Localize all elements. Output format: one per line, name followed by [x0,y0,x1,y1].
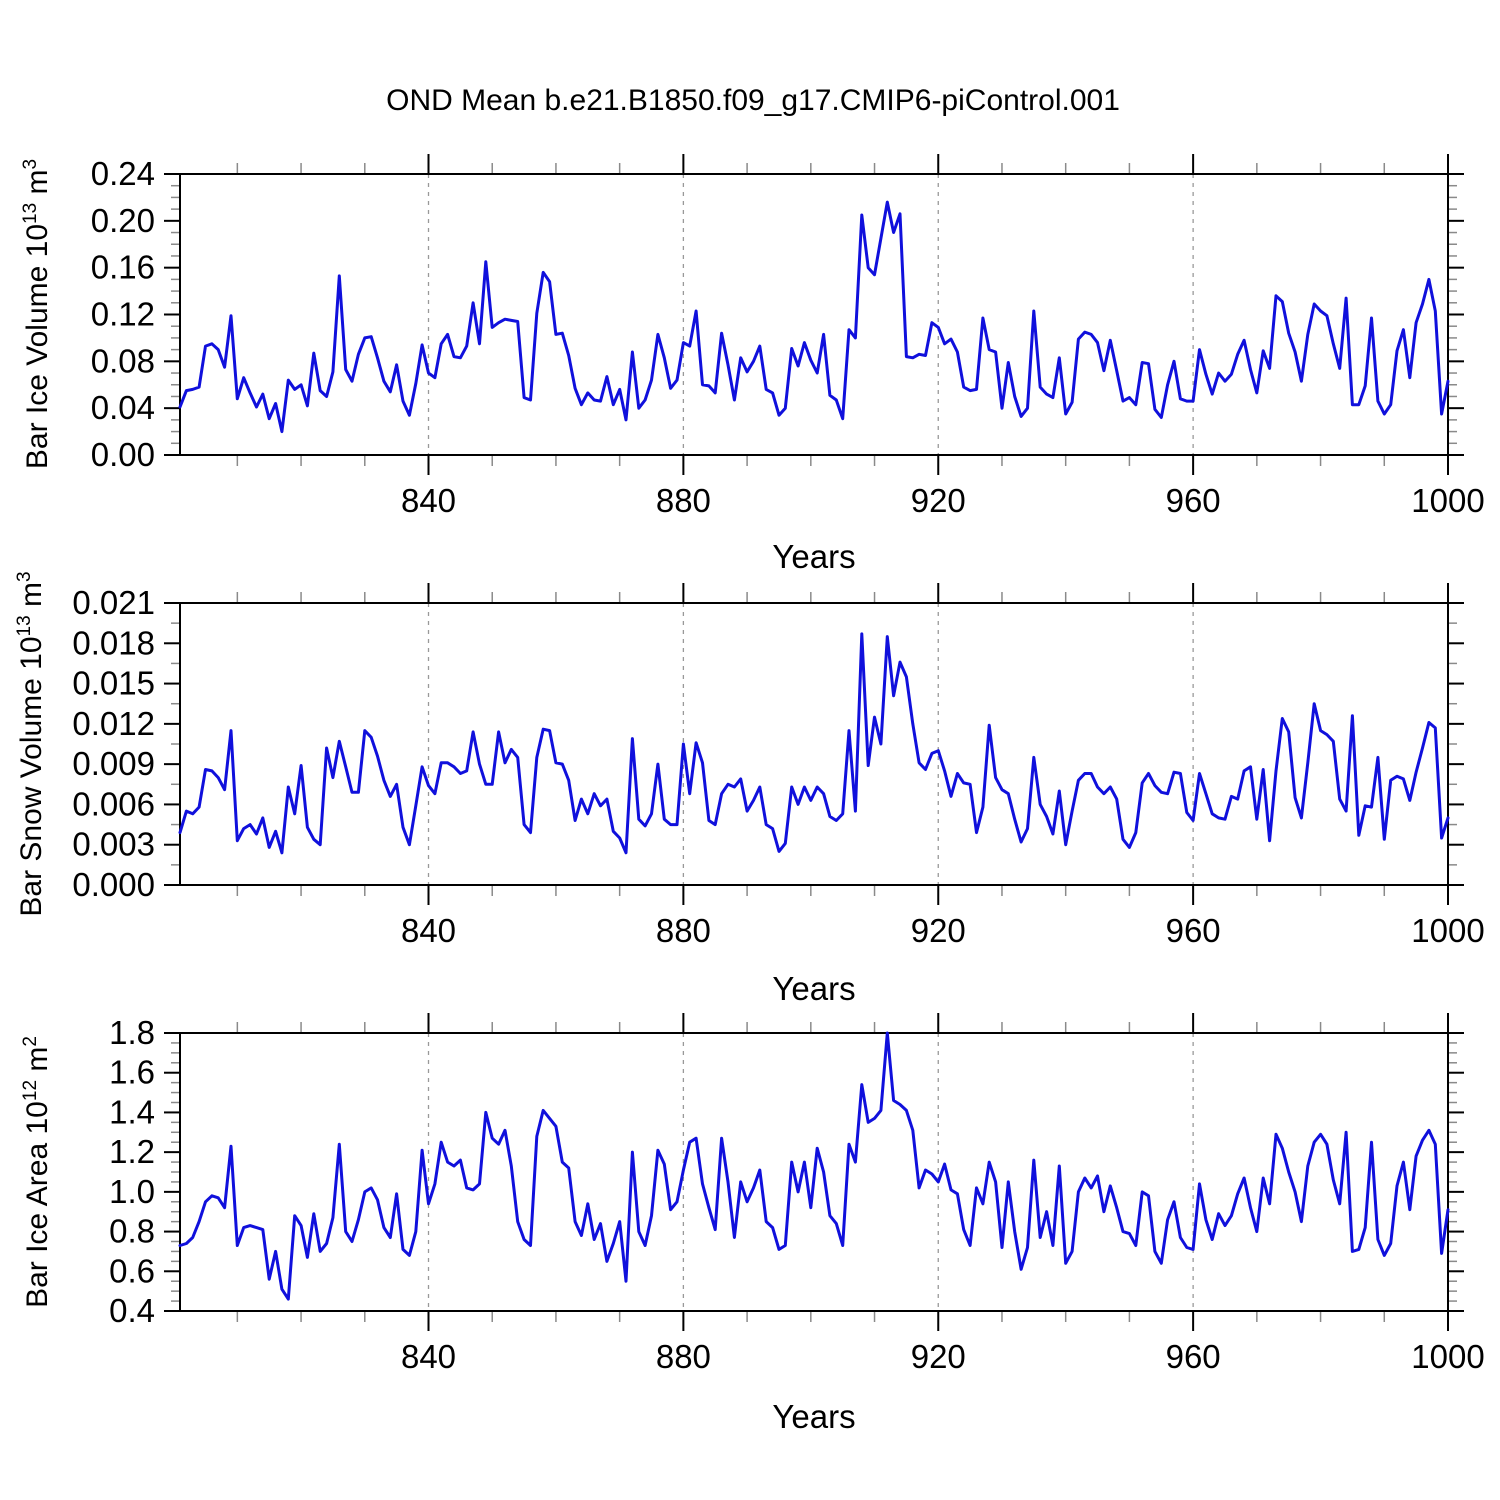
y-tick-label: 0.12 [91,296,155,333]
y-axis-title-units: m [15,581,48,616]
y-tick-label: 0.8 [109,1213,155,1250]
x-tick-label: 880 [656,1338,711,1375]
x-tick-label: 880 [656,912,711,949]
y-tick-label: 0.08 [91,342,155,379]
x-tick-label: 1000 [1411,912,1484,949]
x-tick-label: 840 [401,1338,456,1375]
y-axis-title-ice-volume: Bar Ice Volume 1013 m3 [20,158,55,470]
x-tick-label: 840 [401,482,456,519]
plot-frame-ice-area [179,1032,1449,1312]
x-tick-label: 960 [1166,482,1221,519]
y-tick-label: 0.012 [72,705,155,742]
y-tick-label: 0.6 [109,1252,155,1289]
y-axis-title-units-exponent: 3 [14,571,35,582]
x-axis-title-panel2: Years [772,970,856,1007]
y-axis-title-units-exponent: 2 [20,1036,41,1047]
x-tick-label: 920 [911,482,966,519]
y-axis-title-exponent: 13 [20,202,41,224]
y-tick-label: 0.015 [72,665,155,702]
y-tick-label: 1.6 [109,1054,155,1091]
x-tick-label: 920 [911,912,966,949]
x-tick-label: 960 [1166,1338,1221,1375]
x-tick-label: 960 [1166,912,1221,949]
y-tick-label: 0.006 [72,785,155,822]
y-tick-label: 1.8 [109,1014,155,1051]
y-tick-label: 0.000 [72,866,155,903]
y-tick-label: 0.24 [91,155,155,192]
y-tick-label: 0.009 [72,745,155,782]
y-axis-title-units-exponent: 3 [20,158,41,170]
y-axis-title-exponent: 12 [20,1079,41,1102]
y-tick-label: 0.003 [72,826,155,863]
y-axis-title-text: Bar Snow Volume 10 [15,636,48,917]
y-axis-title-units: m [21,1046,54,1080]
plot-frame-ice-volume [179,173,1449,456]
y-tick-label: 0.021 [72,584,155,621]
x-tick-label: 840 [401,912,456,949]
y-tick-label: 0.20 [91,202,155,239]
y-axis-title-ice-area: Bar Ice Area 1012 m2 [20,1036,55,1308]
y-tick-label: 0.04 [91,389,155,426]
y-axis-title-exponent: 13 [14,615,35,637]
y-tick-label: 1.2 [109,1133,155,1170]
series-line-ice-volume [178,200,1450,434]
x-tick-label: 880 [656,482,711,519]
y-tick-label: 1.4 [109,1093,155,1130]
y-axis-title-text: Bar Ice Volume 10 [21,223,54,470]
y-tick-label: 0.00 [91,436,155,473]
y-axis-title-text: Bar Ice Area 10 [21,1101,54,1308]
plot-frame-snow-volume [179,602,1449,886]
x-axis-title-panel1: Years [772,538,856,575]
series-line-snow-volume [178,632,1450,855]
y-tick-label: 0.018 [72,624,155,661]
y-axis-title-snow-volume: Bar Snow Volume 1013 m3 [14,571,49,917]
x-tick-label: 920 [911,1338,966,1375]
x-tick-label: 1000 [1411,1338,1484,1375]
y-tick-label: 0.16 [91,249,155,286]
y-axis-title-units: m [21,169,54,203]
chart-title: OND Mean b.e21.B1850.f09_g17.CMIP6-piCon… [386,84,1120,117]
y-tick-label: 1.0 [109,1173,155,1210]
x-tick-label: 1000 [1411,482,1484,519]
y-tick-label: 0.4 [109,1292,155,1329]
x-axis-title-panel3: Years [772,1398,856,1435]
series-line-ice-area [178,1031,1450,1301]
